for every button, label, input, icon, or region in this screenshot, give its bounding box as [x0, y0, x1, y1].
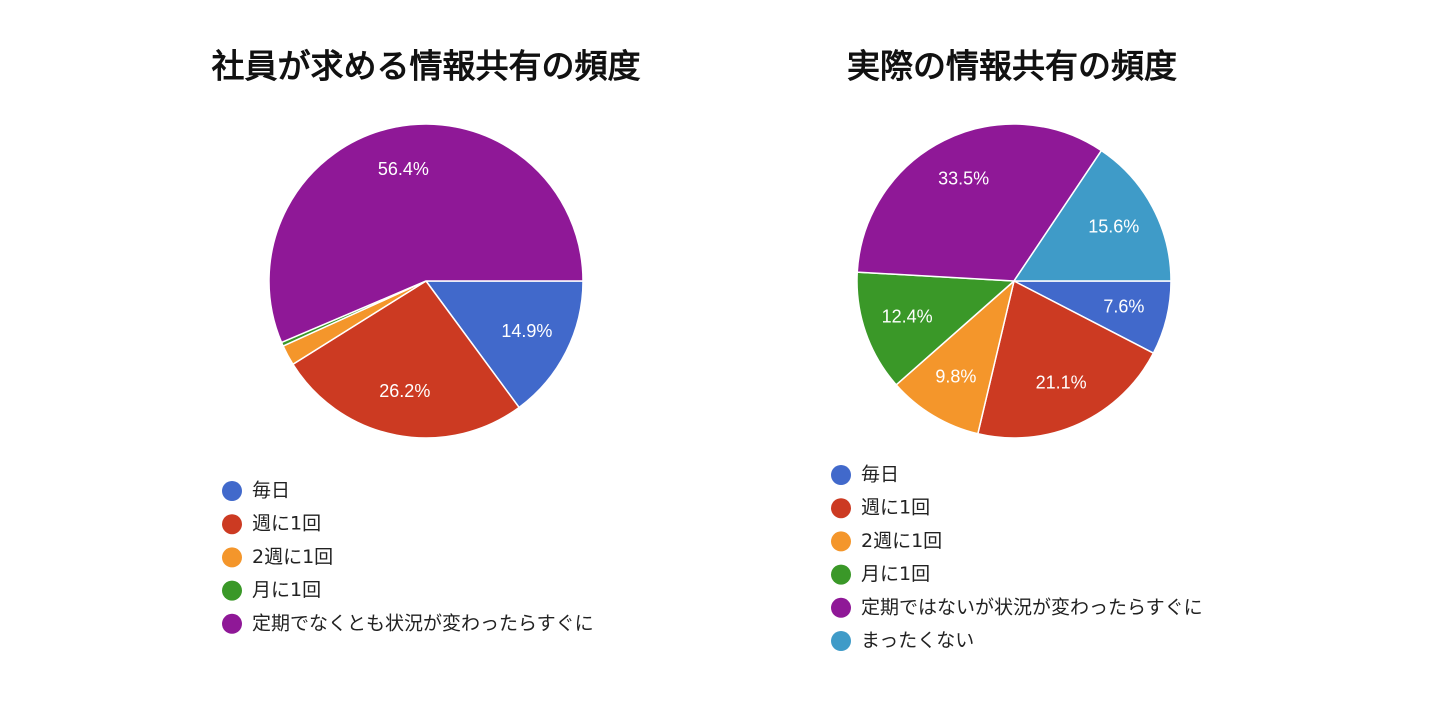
legend-label: 2週に1回 [861, 530, 942, 552]
legend-swatch [222, 514, 242, 535]
pie-slice [268, 123, 584, 344]
pie-slice [291, 279, 521, 439]
slice-label: 12.4% [882, 307, 933, 327]
legend-label: 毎日 [252, 480, 290, 502]
legend-swatch [831, 531, 851, 552]
legend-swatch [831, 465, 851, 485]
slice-label: 9.8% [935, 367, 976, 387]
legend-label: 週に1回 [861, 497, 930, 519]
legend-swatch [222, 547, 242, 568]
legend-swatch [831, 631, 851, 651]
pie-slice [976, 279, 1155, 439]
legend-label: 定期ではないが状況が変わったらすぐに [861, 596, 1203, 618]
legend-swatch [831, 498, 851, 519]
legend-label: 定期でなくとも状況が変わったらすぐに [252, 612, 594, 634]
slice-label: 33.5% [938, 169, 989, 189]
legend-label: 月に1回 [252, 579, 321, 601]
legend-label: 2週に1回 [252, 546, 333, 568]
slice-label: 21.1% [1036, 372, 1087, 392]
legend-swatch [831, 597, 851, 618]
slice-label: 15.6% [1088, 217, 1139, 237]
legend-label: 週に1回 [252, 513, 321, 535]
legend-swatch [222, 613, 242, 634]
chart-title: 実際の情報共有の頻度 [847, 47, 1177, 86]
pie-slice [856, 123, 1103, 282]
legend-label: まったくない [861, 630, 974, 652]
legend-swatch [831, 564, 851, 585]
legend-swatch [222, 481, 242, 501]
slice-label: 56.4% [378, 159, 429, 179]
pie-slice [424, 280, 584, 409]
chart-title: 社員が求める情報共有の頻度 [212, 47, 641, 86]
slice-label: 14.9% [501, 321, 552, 341]
legend-label: 月に1回 [861, 563, 930, 585]
pie-slice [1012, 149, 1172, 282]
slice-label: 7.6% [1103, 296, 1144, 316]
legend-label: 毎日 [861, 464, 899, 486]
slice-label: 26.2% [379, 381, 430, 401]
legend-swatch [222, 580, 242, 601]
pie-slice [856, 271, 1016, 386]
pie-slice [895, 278, 1016, 435]
